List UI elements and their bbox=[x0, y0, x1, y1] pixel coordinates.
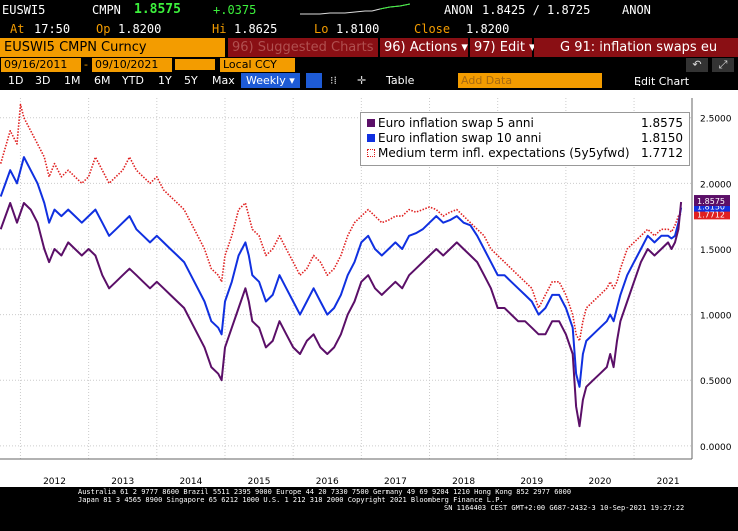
period-5y[interactable]: 5Y bbox=[184, 74, 198, 87]
legend-value: 1.8150 bbox=[641, 131, 683, 145]
period-3d[interactable]: 3D bbox=[35, 74, 51, 87]
last-value-tag-bg bbox=[694, 200, 730, 212]
period-max[interactable]: Max bbox=[212, 74, 235, 87]
y-tick-label: 1.0000 bbox=[700, 312, 732, 322]
last-value-tag: 1.7712 bbox=[694, 208, 730, 220]
frequency-select[interactable]: Weekly ▾ bbox=[241, 73, 300, 88]
controls-row: 1D 3D 1M 6M YTD 1Y 5Y Max Weekly ▾ ⁝⁞ ✛ … bbox=[0, 73, 738, 90]
price-change: +.0375 bbox=[213, 3, 257, 17]
chart-legend: Euro inflation swap 5 anni 1.8575 Euro i… bbox=[360, 112, 690, 166]
add-data-input[interactable]: Add Data bbox=[458, 73, 602, 88]
last-value-tag-bg bbox=[694, 208, 730, 220]
x-tick-label: 2014 bbox=[179, 477, 202, 487]
x-tick-label: 2019 bbox=[520, 477, 543, 487]
calendar-icon[interactable] bbox=[175, 59, 215, 70]
high-label: Hi bbox=[212, 22, 227, 36]
close-value: 1.8200 bbox=[466, 22, 510, 36]
x-tick-label: 2018 bbox=[452, 477, 475, 487]
low-label: Lo bbox=[314, 22, 329, 36]
last-value-tag-text: 1.8150 bbox=[697, 203, 725, 212]
y-tick-label: 0.0000 bbox=[700, 443, 732, 453]
x-tick-label: 2015 bbox=[248, 477, 271, 487]
date-range-row: 09/16/2011 - 09/10/2021 Local CCY ↶ ⤢ bbox=[0, 58, 738, 73]
security-field[interactable]: EUSWI5 CMPN Curncy bbox=[0, 38, 225, 57]
bar-chart-icon[interactable]: ⁝⁞ bbox=[330, 74, 337, 87]
crosshair-icon[interactable]: ✛ bbox=[357, 74, 367, 87]
legend-swatch bbox=[367, 149, 375, 157]
suggested-charts-button[interactable]: 96) Suggested Charts bbox=[228, 38, 378, 57]
period-6m[interactable]: 6M bbox=[94, 74, 111, 87]
x-tick-label: 2021 bbox=[657, 477, 680, 487]
end-date-field[interactable]: 09/10/2021 bbox=[92, 58, 172, 72]
open-label: Op bbox=[96, 22, 111, 36]
expand-icon[interactable]: ⤢ bbox=[712, 58, 734, 72]
last-value-tag-text: 1.7712 bbox=[697, 210, 725, 219]
legend-label: Euro inflation swap 5 anni bbox=[378, 116, 534, 130]
edit-chart-icon: ⋮ bbox=[634, 75, 645, 88]
table-button[interactable]: Table bbox=[386, 74, 415, 87]
legend-value: 1.8575 bbox=[641, 116, 683, 130]
last-value-tag-bg bbox=[694, 195, 730, 207]
chart-title: G 91: inflation swaps eu bbox=[534, 38, 738, 57]
legend-swatch bbox=[367, 134, 375, 142]
high-value: 1.8625 bbox=[234, 22, 278, 36]
y-tick-label: 0.5000 bbox=[700, 377, 732, 387]
series-line-2 bbox=[0, 103, 682, 342]
quote-row: At 17:50 Op 1.8200 Hi 1.8625 Lo 1.8100 C… bbox=[0, 20, 738, 38]
last-value-tag: 1.8575 bbox=[694, 195, 730, 207]
at-label: At bbox=[10, 22, 25, 36]
x-tick-label: 2020 bbox=[589, 477, 612, 487]
footer: Australia 61 2 9777 8600 Brazil 5511 239… bbox=[0, 487, 738, 531]
x-tick-label: 2013 bbox=[111, 477, 134, 487]
last-value-tag-text: 1.8575 bbox=[697, 197, 725, 206]
open-value: 1.8200 bbox=[118, 22, 162, 36]
period-ytd[interactable]: YTD bbox=[122, 74, 144, 87]
legend-swatch bbox=[367, 119, 375, 127]
x-tick-label: 2016 bbox=[316, 477, 339, 487]
legend-item[interactable]: Euro inflation swap 5 anni 1.8575 bbox=[367, 116, 687, 131]
legend-value: 1.7712 bbox=[641, 146, 683, 160]
period-1d[interactable]: 1D bbox=[8, 74, 24, 87]
edit-chart-label: Edit Chart bbox=[634, 75, 690, 88]
undo-icon[interactable]: ↶ bbox=[686, 58, 708, 72]
intraday-sparkline bbox=[300, 3, 410, 15]
ticker-symbol[interactable]: EUSWI5 bbox=[2, 3, 46, 17]
footer-copyright-line: Japan 81 3 4565 8900 Singapore 65 6212 1… bbox=[78, 496, 504, 504]
footer-session-line: SN 1164403 CEST GMT+2:00 G687-2432-3 10-… bbox=[444, 504, 685, 512]
ticker-source: CMPN bbox=[92, 3, 121, 17]
y-tick-label: 2.5000 bbox=[700, 115, 732, 125]
currency-select[interactable]: Local CCY bbox=[220, 58, 295, 72]
low-value: 1.8100 bbox=[336, 22, 380, 36]
period-1m[interactable]: 1M bbox=[64, 74, 81, 87]
x-tick-label: 2017 bbox=[384, 477, 407, 487]
actions-menu[interactable]: 96) Actions ▾ bbox=[380, 38, 468, 57]
close-label: Close bbox=[414, 22, 451, 36]
x-tick-label: 2012 bbox=[43, 477, 66, 487]
legend-item[interactable]: Medium term infl. expectations (5y5yfwd)… bbox=[367, 146, 687, 161]
series-line-1 bbox=[0, 156, 683, 388]
ticker-row: EUSWI5 CMPN 1.8575 +.0375 ANON 1.8425 / … bbox=[0, 0, 738, 20]
bid-ask: 1.8425 / 1.8725 bbox=[482, 3, 591, 17]
date-separator: - bbox=[84, 58, 88, 71]
line-chart-icon[interactable] bbox=[306, 73, 322, 88]
last-price: 1.8575 bbox=[134, 2, 181, 17]
toolbar: EUSWI5 CMPN Curncy 96) Suggested Charts … bbox=[0, 38, 738, 57]
y-tick-label: 2.0000 bbox=[700, 180, 732, 190]
series-line-0 bbox=[0, 201, 683, 428]
quote-time: 17:50 bbox=[34, 22, 71, 36]
legend-label: Euro inflation swap 10 anni bbox=[378, 131, 542, 145]
last-value-tag: 1.8150 bbox=[694, 200, 730, 212]
legend-label: Medium term infl. expectations (5y5yfwd) bbox=[378, 146, 630, 160]
legend-item[interactable]: Euro inflation swap 10 anni 1.8150 bbox=[367, 131, 687, 146]
y-tick-label: 1.5000 bbox=[700, 246, 732, 256]
period-1y[interactable]: 1Y bbox=[158, 74, 172, 87]
footer-contacts-line: Australia 61 2 9777 8600 Brazil 5511 239… bbox=[78, 488, 572, 496]
edit-menu[interactable]: 97) Edit ▾ bbox=[470, 38, 536, 57]
source-label-3: ANON bbox=[622, 3, 651, 17]
source-label-2: ANON bbox=[444, 3, 473, 17]
chart-svg[interactable]: 2.5000 2.0000 1.5000 1.0000 0.5000 0.0000 2012… bbox=[0, 90, 738, 487]
start-date-field[interactable]: 09/16/2011 bbox=[1, 58, 81, 72]
